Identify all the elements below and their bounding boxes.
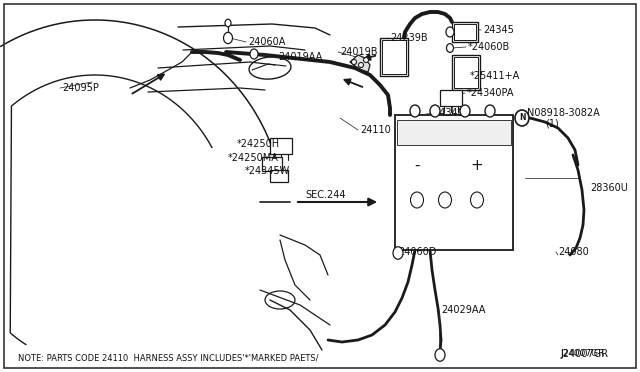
Ellipse shape (250, 49, 258, 59)
Text: 24060A: 24060A (248, 37, 285, 47)
Text: N08918-3082A: N08918-3082A (527, 108, 600, 118)
Bar (440, 90, 462, 106)
Text: 24029AA: 24029AA (441, 305, 485, 315)
Text: *24060B: *24060B (468, 42, 510, 52)
Text: 28360U: 28360U (590, 183, 628, 193)
Text: 24340P: 24340P (433, 108, 470, 118)
Ellipse shape (470, 192, 483, 208)
Text: *24250H: *24250H (237, 139, 280, 149)
Ellipse shape (410, 105, 420, 117)
Ellipse shape (447, 44, 454, 52)
Bar (382, 40, 406, 74)
Ellipse shape (223, 32, 232, 44)
Bar (397, 120, 511, 145)
Text: J24007GR: J24007GR (560, 349, 608, 359)
Text: +: + (470, 157, 483, 173)
Bar (454, 24, 476, 40)
Text: (1): (1) (545, 119, 559, 129)
Text: 24060D: 24060D (398, 247, 436, 257)
Text: 24345: 24345 (483, 25, 514, 35)
Text: 24095P: 24095P (62, 83, 99, 93)
Text: 24239B: 24239B (390, 33, 428, 43)
Ellipse shape (358, 62, 364, 67)
Ellipse shape (438, 192, 451, 208)
Text: *24340PA: *24340PA (467, 88, 515, 98)
Ellipse shape (364, 58, 369, 62)
Text: *25411+A: *25411+A (470, 71, 520, 81)
Text: 24019B: 24019B (340, 47, 378, 57)
Bar (395, 115, 513, 250)
Bar (452, 55, 480, 90)
Bar (454, 57, 478, 88)
Ellipse shape (410, 192, 424, 208)
Text: N: N (519, 113, 525, 122)
Ellipse shape (435, 349, 445, 361)
Bar (452, 22, 478, 42)
Text: -: - (414, 157, 420, 173)
Text: 24080: 24080 (558, 247, 589, 257)
Ellipse shape (485, 105, 495, 117)
Bar (270, 138, 292, 154)
Ellipse shape (430, 105, 440, 117)
Ellipse shape (515, 110, 529, 126)
Ellipse shape (225, 19, 231, 27)
Text: *24250MA: *24250MA (228, 153, 279, 163)
Ellipse shape (460, 105, 470, 117)
Text: 24019AA: 24019AA (278, 52, 323, 62)
Polygon shape (350, 55, 370, 72)
Text: 24110: 24110 (360, 125, 391, 135)
Text: SEC.244: SEC.244 (305, 190, 346, 200)
Ellipse shape (446, 27, 454, 37)
Ellipse shape (351, 60, 356, 64)
Text: *24345W: *24345W (245, 166, 291, 176)
Text: NOTE: PARTS CODE 24110  HARNESS ASSY INCLUDES'*'MARKED PAETS/: NOTE: PARTS CODE 24110 HARNESS ASSY INCL… (18, 353, 319, 362)
Text: J24007GR: J24007GR (560, 350, 604, 359)
Bar (380, 38, 408, 76)
Bar (270, 170, 288, 182)
Bar (262, 157, 282, 171)
Ellipse shape (393, 247, 403, 259)
